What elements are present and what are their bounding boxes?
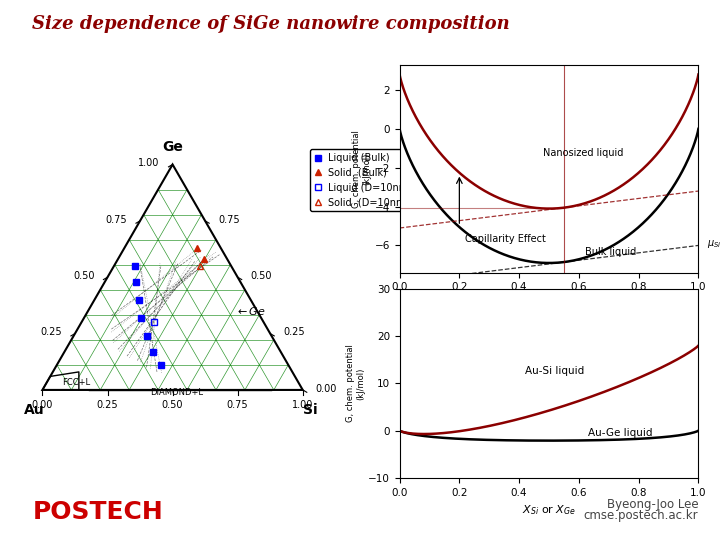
Text: 0.75: 0.75 xyxy=(218,214,240,225)
Text: 0.25: 0.25 xyxy=(96,400,118,410)
Text: Bulk liquid: Bulk liquid xyxy=(585,247,636,256)
Text: FCC+L: FCC+L xyxy=(62,378,90,387)
Text: 0.00: 0.00 xyxy=(32,400,53,410)
Text: $\mu_{Si}$ or $\mu_{Ge}$: $\mu_{Si}$ or $\mu_{Ge}$ xyxy=(707,237,720,250)
Y-axis label: G, chem. potential
(kJ/mol): G, chem. potential (kJ/mol) xyxy=(352,130,372,208)
Text: 1.00: 1.00 xyxy=(138,158,160,168)
Text: 1.00: 1.00 xyxy=(292,400,313,410)
Text: DIAMOND+L: DIAMOND+L xyxy=(150,388,203,397)
Text: POSTECH: POSTECH xyxy=(32,500,163,524)
Text: Capillarity Effect: Capillarity Effect xyxy=(465,234,546,244)
Text: Au-Si liquid: Au-Si liquid xyxy=(525,366,585,376)
X-axis label: $X_{Si}$ or $X_{Ge}$: $X_{Si}$ or $X_{Ge}$ xyxy=(522,503,576,517)
Y-axis label: G, chem. potential
(kJ/mol): G, chem. potential (kJ/mol) xyxy=(346,345,365,422)
Text: Si: Si xyxy=(303,403,318,417)
Legend: Liquid (Bulk), Solid  (Bulk), Liquid (D=10nm), Solid  (D=10nm): Liquid (Bulk), Solid (Bulk), Liquid (D=1… xyxy=(310,149,416,212)
Text: 0.75: 0.75 xyxy=(105,214,127,225)
Text: Size dependence of SiGe nanowire composition: Size dependence of SiGe nanowire composi… xyxy=(32,15,510,33)
Text: 0.25: 0.25 xyxy=(40,327,62,338)
Text: 0.25: 0.25 xyxy=(283,327,305,338)
Text: 0.50: 0.50 xyxy=(251,271,272,281)
Text: 0.50: 0.50 xyxy=(162,400,184,410)
Text: Byeong-Joo Lee: Byeong-Joo Lee xyxy=(607,498,698,511)
Text: cmse.postech.ac.kr: cmse.postech.ac.kr xyxy=(584,509,698,522)
Text: Au-Ge liquid: Au-Ge liquid xyxy=(588,428,652,438)
Text: 0.00: 0.00 xyxy=(316,383,337,394)
Text: 0.75: 0.75 xyxy=(227,400,248,410)
X-axis label: $X_{Si}$ or $X_{Ge}$: $X_{Si}$ or $X_{Ge}$ xyxy=(522,298,576,312)
Text: $\leftarrow$Ge: $\leftarrow$Ge xyxy=(235,305,266,317)
Text: Ge: Ge xyxy=(162,140,183,154)
Text: Au: Au xyxy=(24,403,45,417)
Text: Nanosized liquid: Nanosized liquid xyxy=(544,148,624,158)
Text: 0.50: 0.50 xyxy=(73,271,94,281)
